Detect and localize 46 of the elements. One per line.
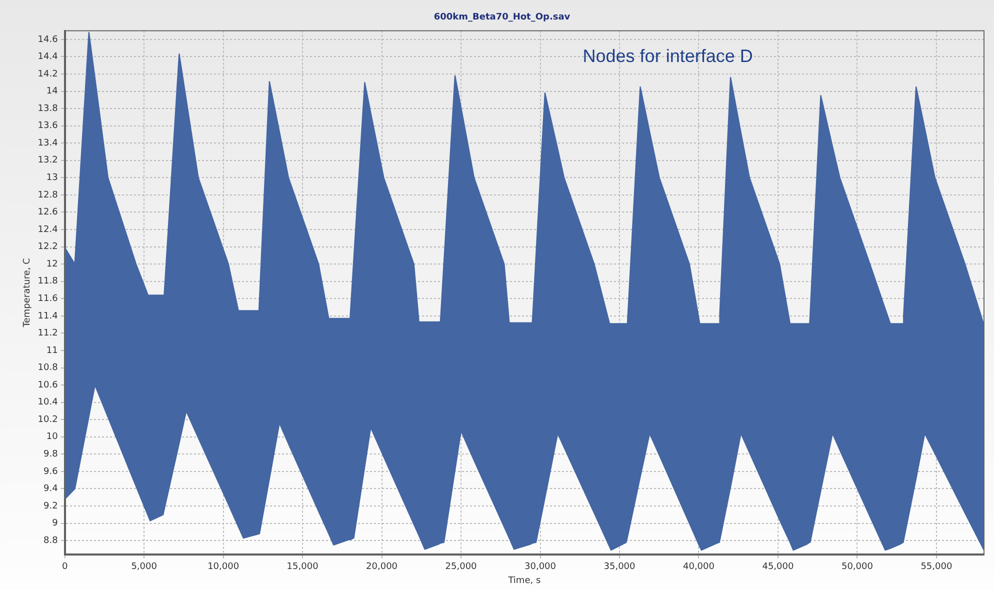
x-tick-label: 10,000: [208, 562, 240, 572]
y-tick-label: 12.2: [38, 242, 58, 252]
y-tick-label: 10.2: [38, 414, 58, 425]
y-tick-label: 14.6: [38, 34, 58, 45]
x-tick-label: 20,000: [366, 562, 398, 572]
y-tick-label: 12.6: [38, 208, 58, 218]
y-tick-label: 9.8: [44, 450, 58, 460]
y-tick-label: 9.6: [44, 466, 58, 477]
y-tick-label: 9.2: [44, 501, 58, 512]
x-tick-label: 45,000: [762, 562, 794, 572]
y-tick-label: 11.6: [38, 294, 58, 304]
x-tick-label: 50,000: [841, 562, 874, 572]
y-tick-label: 12.4: [38, 224, 58, 235]
annotation: Nodes for interface D: [582, 46, 753, 66]
y-axis-title: Temperature, C: [22, 258, 33, 328]
y-tick-label: 14.4: [38, 52, 58, 62]
y-tick-label: 13.8: [38, 104, 58, 114]
y-tick-label: 12.8: [38, 190, 58, 200]
y-tick-label: 9.4: [44, 484, 58, 494]
y-tick-label: 10: [46, 432, 58, 442]
y-tick-label: 11.4: [38, 311, 58, 322]
y-tick-label: 10.4: [38, 398, 58, 408]
y-tick-label: 9: [52, 518, 58, 529]
y-tick-label: 10.6: [38, 380, 58, 390]
y-tick-label: 14.2: [38, 69, 58, 80]
y-tick-label: 13.4: [38, 138, 58, 148]
y-tick-label: 13.6: [38, 121, 58, 132]
y-tick-label: 13: [46, 173, 58, 184]
x-tick-label: 40,000: [682, 562, 715, 572]
y-tick-label: 8.8: [44, 536, 58, 546]
y-tick-label: 14: [46, 86, 58, 97]
x-tick-label: 55,000: [920, 562, 952, 572]
x-tick-label: 35,000: [604, 562, 636, 572]
y-tick-label: 11: [46, 346, 58, 356]
y-tick-label: 11.8: [38, 276, 58, 287]
y-tick-label: 10.8: [38, 363, 58, 374]
x-axis-title: Time, s: [507, 576, 541, 586]
y-tick-label: 13.2: [38, 156, 58, 166]
x-tick-label: 30,000: [524, 562, 556, 572]
x-tick-label: 0: [62, 562, 68, 572]
x-tick-label: 25,000: [445, 562, 478, 572]
y-tick-label: 11.2: [38, 328, 58, 339]
x-tick-label: 15,000: [286, 562, 319, 572]
chart-title: 600km_Beta70_Hot_Op.sav: [434, 12, 570, 23]
x-tick-label: 5,000: [131, 562, 158, 572]
y-tick-label: 12: [46, 259, 58, 270]
